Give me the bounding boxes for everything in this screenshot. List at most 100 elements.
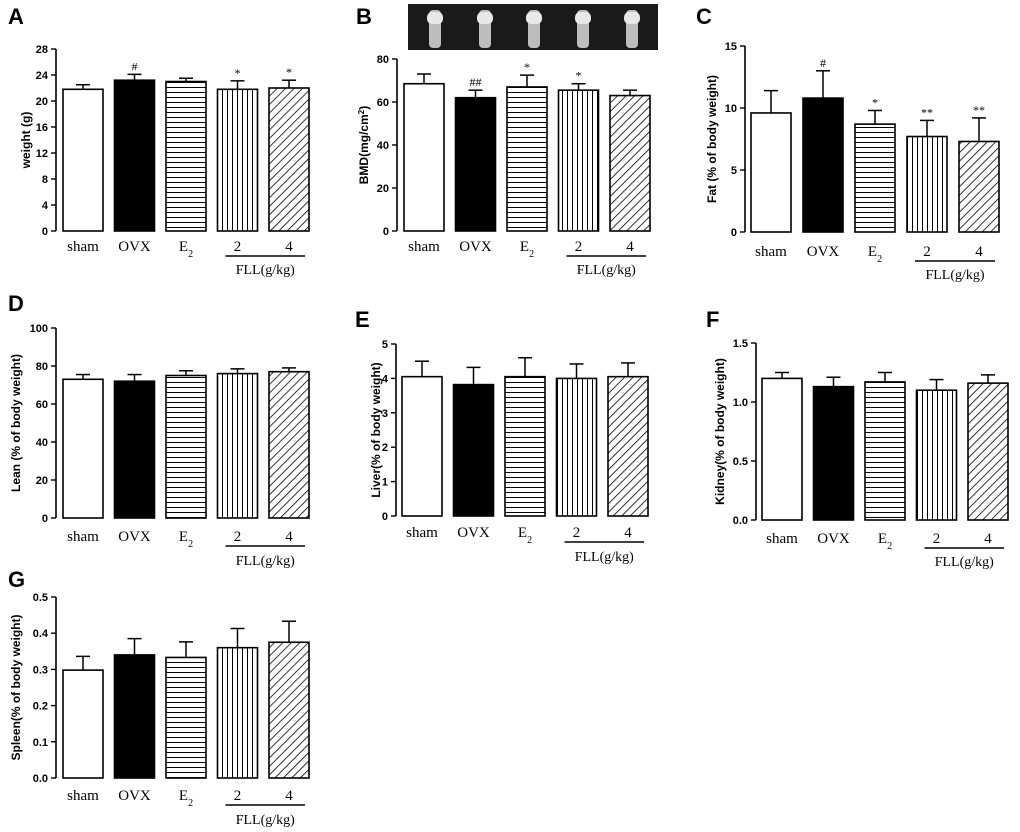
xray-bone-5 [624, 10, 640, 48]
panel-f-ytick-label: 1.5 [733, 338, 748, 350]
panel-c-letter: C [696, 4, 712, 29]
xray-bone-4 [575, 10, 591, 48]
panel-c-bar-3 [854, 123, 896, 233]
panel-d-xtick-label: E2 [179, 529, 193, 550]
panel-b-ytick-label: 60 [377, 97, 389, 109]
panel-d-letter: D [8, 291, 24, 316]
panel-c-xtick-label: OVX [807, 244, 840, 260]
panel-e-ytick-label: 0 [382, 511, 388, 523]
panel-e-bar-2 [452, 383, 495, 517]
panel-c-group-label: FLL(g/kg) [925, 268, 984, 283]
panel-d-ytick-label: 0 [42, 513, 48, 525]
panel-g-bar-2 [113, 654, 156, 779]
panel-b-ytick-label: 40 [377, 140, 389, 152]
panel-b-ytick-label: 0 [383, 226, 389, 238]
panel-a-ylabel: weight (g) [19, 112, 33, 170]
panel-b-bar-2 [454, 96, 497, 232]
panel-b-xtick-label: OVX [459, 239, 492, 255]
panel-b-ytick-label: 20 [377, 183, 389, 195]
panel-e-ylabel: Liver(% of body weight) [369, 362, 383, 497]
panel-c-bar-5 [958, 140, 1000, 233]
panel-g-xtick-label: OVX [118, 788, 151, 804]
panel-c-xtick-label: E2 [868, 244, 882, 265]
panel-a-significance-4: * [235, 66, 241, 80]
panel-e-ytick-label: 1 [382, 477, 388, 489]
panel-d-bar-4 [216, 372, 259, 519]
panel-b-bar-5 [609, 94, 651, 232]
panel-g-bar-5 [268, 641, 310, 779]
panel-d-bar-1 [62, 378, 104, 519]
panel-c-ytick-label: 15 [725, 41, 737, 53]
panel-c-ytick-label: 0 [731, 227, 737, 239]
panel-c-xtick-label: sham [755, 244, 787, 260]
panel-f-bar-5 [967, 382, 1009, 521]
panel-d-ytick-label: 40 [36, 437, 48, 449]
panel-g-ytick-label: 0.0 [33, 773, 48, 785]
panel-e-ytick-label: 3 [382, 408, 388, 420]
panel-g-letter: G [8, 567, 25, 592]
panel-a-bar-3 [165, 80, 207, 232]
panel-a-letter: A [8, 4, 24, 29]
panel-d-ytick-label: 80 [36, 361, 48, 373]
panel-g-ytick-label: 0.3 [33, 664, 48, 676]
panel-a-xtick-label: E2 [179, 239, 193, 260]
panel-a-ytick-label: 4 [42, 200, 49, 212]
panel-b-bar-1 [403, 82, 445, 232]
panel-f-bar-1 [761, 377, 803, 521]
panel-c-xtick-label: 4 [975, 244, 983, 260]
panel-c-ytick-label: 10 [725, 103, 737, 115]
panel-g-bar-1 [62, 669, 104, 779]
panel-a-xtick-label: sham [67, 239, 99, 255]
panel-d-xtick-label: sham [67, 529, 99, 545]
chart-panel-g: G 0.0 0.1 0.2 0.3 0.4 0.5 Spleen(% of body weig… [8, 567, 310, 828]
panel-b-xtick-label: E2 [520, 239, 534, 260]
panel-a-group-label: FLL(g/kg) [236, 263, 295, 278]
panel-c-significance-4: ** [921, 105, 933, 119]
panel-g-bar-4 [216, 646, 259, 779]
panel-f-ytick-label: 1.0 [733, 397, 748, 409]
panel-b-significance-3: * [524, 60, 530, 74]
panel-d-ytick-label: 100 [30, 323, 48, 335]
panel-d-bar-2 [113, 380, 156, 519]
panel-a-xtick-label: OVX [118, 239, 151, 255]
panel-f-xtick-label: sham [766, 531, 798, 547]
panel-d-xtick-label: 2 [234, 529, 242, 545]
panel-g-xtick-label: 4 [285, 788, 293, 804]
panel-e-ytick-label: 5 [382, 339, 388, 351]
xray-bone-1 [427, 10, 443, 48]
panel-b-bar-3 [506, 86, 548, 232]
xray-strip [408, 4, 658, 50]
panel-g-xtick-label: 2 [234, 788, 242, 804]
panel-e-ytick-label: 2 [382, 442, 388, 454]
panel-b-xtick-label: 4 [626, 239, 634, 255]
chart-panel-b: B 0 20 40 60 80 BMD(mg/cm2) sham ## OVX * E2 * 2 4 FLL(… [356, 4, 651, 278]
panel-f-xtick-label: OVX [817, 531, 850, 547]
panel-f-xtick-label: 4 [984, 531, 992, 547]
panel-e-group-label: FLL(g/kg) [575, 550, 634, 565]
panel-a-bar-1 [62, 88, 104, 232]
panel-c-bar-4 [906, 135, 948, 233]
panel-c-xtick-label: 2 [923, 244, 931, 260]
xray-bone-3 [526, 10, 542, 48]
panel-g-ylabel: Spleen(% of body weight) [9, 614, 23, 760]
panel-f-ytick-label: 0.5 [733, 456, 748, 468]
panel-f-ylabel: Kidney(% of body weight) [713, 358, 727, 505]
panel-c-bar-2 [802, 97, 844, 233]
panel-a-ytick-label: 28 [36, 44, 48, 56]
panel-b-significance-2: ## [470, 75, 482, 89]
panel-f-bar-2 [812, 385, 855, 521]
panel-a-ytick-label: 8 [42, 174, 48, 186]
panel-c-ylabel: Fat (% of body weight) [705, 75, 719, 203]
panel-a-bar-2 [113, 79, 156, 232]
panel-g-xtick-label: sham [67, 788, 99, 804]
panel-b-ytick-label: 80 [377, 54, 389, 66]
panel-e-xtick-label: E2 [518, 525, 532, 546]
panel-a-significance-5: * [286, 65, 292, 79]
panel-d-group-label: FLL(g/kg) [236, 554, 295, 569]
panel-g-ytick-label: 0.1 [33, 737, 48, 749]
panel-e-xtick-label: 4 [624, 525, 632, 541]
panel-a-bar-5 [268, 87, 310, 232]
panel-f-ytick-label: 0.0 [733, 515, 748, 527]
panel-d-ytick-label: 60 [36, 399, 48, 411]
panel-d-bar-3 [165, 374, 207, 519]
